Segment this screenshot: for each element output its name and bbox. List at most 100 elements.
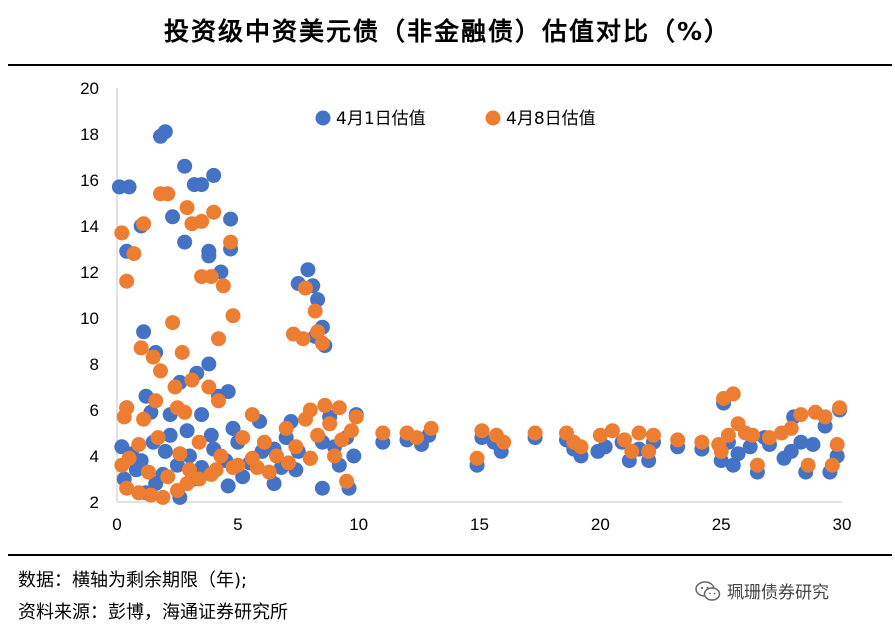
data-point — [174, 345, 190, 360]
data-point — [203, 269, 219, 285]
data-point — [266, 476, 282, 492]
data-point — [131, 485, 147, 501]
data-point — [223, 234, 239, 250]
data-point — [281, 455, 297, 471]
data-point — [179, 476, 195, 492]
data-point — [150, 430, 166, 446]
series-1 — [111, 124, 848, 505]
data-point — [423, 420, 439, 436]
data-point — [317, 397, 333, 413]
data-point — [725, 457, 741, 473]
data-point — [300, 262, 316, 278]
data-point — [133, 340, 149, 356]
data-point — [230, 457, 246, 473]
y-tick-label: 16 — [80, 171, 99, 190]
scatter-chart: 2 4 6 8 10 12 14 16 18 20 0 5 10 15 20 25 30 4月1日估值 4月8日估… — [80, 79, 851, 534]
data-point — [213, 448, 229, 464]
data-point — [597, 439, 613, 455]
x-tick-label: 30 — [833, 515, 852, 534]
data-point — [177, 158, 193, 174]
data-point — [624, 443, 640, 459]
data-point — [145, 349, 161, 365]
x-tick-label: 5 — [233, 515, 242, 534]
data-point — [646, 427, 661, 443]
y-tick-label: 18 — [80, 125, 99, 144]
data-point — [157, 124, 173, 140]
data-point — [817, 409, 833, 425]
data-point — [249, 460, 265, 475]
data-point — [179, 423, 195, 439]
wechat-icon — [695, 580, 721, 601]
data-point — [592, 427, 608, 443]
data-point — [191, 434, 207, 450]
data-point — [805, 437, 821, 452]
y-tick-label: 20 — [80, 79, 99, 98]
data-point — [742, 439, 758, 455]
data-point — [824, 457, 840, 473]
data-point — [172, 446, 188, 462]
data-point — [194, 213, 210, 229]
y-tick-label: 12 — [80, 263, 99, 282]
data-point — [288, 439, 304, 455]
data-point — [730, 446, 746, 462]
data-point — [713, 443, 729, 459]
data-point — [223, 211, 239, 227]
x-tick-label: 0 — [112, 515, 121, 534]
data-point — [783, 443, 799, 459]
data-point — [167, 379, 183, 395]
data-point — [143, 487, 159, 503]
data-point — [800, 457, 816, 473]
data-point — [201, 243, 217, 259]
data-point — [160, 469, 176, 485]
data-point — [121, 179, 137, 195]
y-tick-label: 2 — [90, 493, 99, 512]
data-point — [220, 478, 236, 494]
data-point — [136, 411, 152, 427]
y-tick-label: 14 — [80, 217, 99, 236]
data-point — [256, 434, 272, 450]
data-point — [119, 400, 135, 416]
data-point — [720, 427, 736, 443]
data-point — [206, 204, 222, 220]
data-point — [140, 464, 156, 480]
data-point — [604, 423, 620, 439]
data-note: 数据：横轴为剩余期限（年); — [18, 570, 248, 591]
data-point — [179, 200, 195, 216]
legend-marker — [315, 110, 331, 126]
data-point — [331, 400, 347, 416]
y-tick-label: 8 — [90, 355, 99, 374]
data-point — [348, 409, 364, 425]
data-point — [194, 177, 210, 193]
data-point — [670, 432, 686, 448]
data-point — [314, 480, 330, 496]
data-point — [310, 427, 326, 443]
data-point — [749, 457, 765, 473]
x-tick-label: 25 — [712, 515, 731, 534]
data-point — [165, 209, 181, 225]
data-point — [119, 480, 135, 496]
data-point — [339, 473, 355, 489]
data-point — [244, 407, 260, 423]
data-point — [307, 303, 323, 319]
data-point — [783, 420, 799, 436]
data-point — [322, 416, 338, 432]
data-point — [235, 430, 251, 446]
data-point — [182, 462, 197, 478]
data-point — [184, 372, 200, 388]
data-point — [793, 407, 809, 423]
data-point — [136, 216, 152, 232]
legend-label: 4月8日估值 — [506, 109, 596, 129]
data-point — [235, 469, 251, 485]
data-point — [157, 443, 173, 459]
data-point — [694, 434, 710, 450]
data-point — [295, 331, 311, 347]
data-point — [310, 292, 326, 308]
axes-layer: 2 4 6 8 10 12 14 16 18 20 0 5 10 15 20 25 30 — [80, 79, 851, 534]
watermark-text: 珮珊债券研究 — [727, 583, 829, 603]
data-point — [160, 186, 176, 202]
data-point — [208, 462, 224, 478]
data-point — [334, 432, 350, 448]
data-point — [327, 448, 342, 464]
data-point — [617, 432, 632, 448]
data-point — [409, 430, 425, 446]
